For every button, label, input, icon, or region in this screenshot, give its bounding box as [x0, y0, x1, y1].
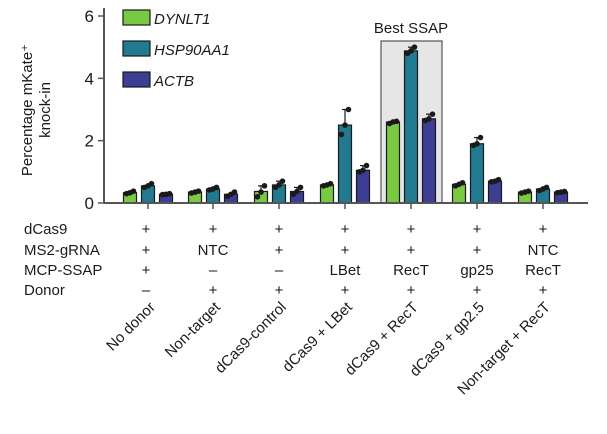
condition-cell: –: [142, 282, 151, 299]
data-point: [148, 180, 155, 187]
condition-cell: +: [142, 242, 151, 259]
condition-cell: +: [275, 242, 284, 259]
data-point: [130, 188, 137, 194]
condition-cell: +: [142, 262, 151, 279]
row-label-donor: Donor: [24, 282, 65, 299]
legend-label-hsp90aa1: HSP90AA1: [154, 42, 230, 59]
row-label-mcp-ssap: MCP-SSAP: [24, 262, 102, 279]
data-point: [327, 180, 334, 187]
condition-cell: NTC: [198, 242, 229, 259]
data-point: [279, 178, 286, 184]
condition-table: dCas9 + + + + + + + MS2-gRNA + NTC + + + + NTC MCP-SSAP +…: [24, 221, 561, 299]
condition-cell: +: [539, 221, 548, 238]
condition-cell: LBet: [330, 262, 362, 279]
x-category-label: No donor: [103, 299, 159, 355]
legend-swatch-hsp90aa1: [122, 40, 151, 57]
condition-cell: +: [473, 282, 482, 299]
data-point: [294, 188, 300, 195]
legend: DYNLT1 HSP90AA1 ACTB: [122, 9, 230, 90]
condition-cell: +: [407, 221, 416, 238]
data-point: [166, 190, 173, 197]
condition-cell: –: [275, 262, 284, 279]
bar-actb: [421, 118, 437, 204]
data-point: [213, 184, 220, 191]
data-point: [543, 184, 550, 191]
condition-cell: +: [407, 242, 416, 259]
data-point: [338, 131, 345, 138]
y-tick-label: 6: [85, 7, 94, 26]
condition-cell: +: [209, 221, 218, 238]
condition-cell: –: [209, 262, 218, 279]
row-label-dcas9: dCas9: [24, 221, 67, 238]
data-point: [261, 183, 268, 189]
data-point: [195, 188, 202, 194]
legend-label-dynlt1: DYNLT1: [154, 11, 210, 28]
data-point: [459, 179, 466, 186]
data-point: [411, 44, 418, 50]
bar-hsp90aa1: [469, 143, 485, 204]
condition-cell: +: [473, 242, 482, 259]
condition-cell: NTC: [528, 242, 559, 259]
data-point: [495, 176, 502, 183]
data-point: [408, 48, 414, 54]
legend-label-actb: ACTB: [153, 73, 194, 90]
y-axis-title: Percentage mKate⁺ knock-in: [19, 44, 54, 176]
legend-swatch-actb: [122, 71, 151, 88]
data-point: [345, 106, 352, 113]
data-point: [231, 189, 238, 195]
data-point: [429, 111, 436, 117]
bars: [122, 44, 569, 204]
condition-cell: +: [341, 282, 350, 299]
y-tick-label: 4: [85, 69, 94, 88]
y-tick-label: 0: [85, 194, 94, 213]
y-title-group: Percentage mKate⁺ knock-in: [19, 44, 54, 176]
condition-cell: +: [142, 221, 151, 238]
condition-cell: +: [341, 221, 350, 238]
condition-cell: RecT: [525, 262, 561, 279]
data-point: [393, 118, 400, 125]
data-point: [297, 184, 304, 191]
condition-cell: +: [539, 282, 548, 299]
legend-swatch-dynlt1: [122, 9, 151, 26]
x-axis: [104, 202, 588, 209]
data-point: [258, 189, 264, 195]
bar-actb: [355, 169, 371, 204]
y-title-line-1: Percentage mKate⁺: [19, 44, 36, 176]
data-point: [477, 134, 484, 141]
condition-cell: +: [473, 221, 482, 238]
data-point: [254, 193, 261, 200]
data-point: [276, 182, 282, 188]
y-title-line-2: knock-in: [37, 82, 54, 138]
bar-hsp90aa1: [403, 50, 419, 204]
condition-cell: RecT: [393, 262, 429, 279]
y-axis: 0 2 4 6: [85, 7, 105, 213]
condition-cell: +: [275, 221, 284, 238]
bar-actb: [487, 180, 503, 204]
row-label-ms2-grna: MS2-gRNA: [24, 242, 100, 259]
data-point: [426, 116, 432, 122]
y-tick-label: 2: [85, 132, 94, 151]
condition-cell: +: [209, 282, 218, 299]
x-category-label: Non-target: [162, 298, 225, 361]
condition-cell: +: [407, 282, 416, 299]
data-point: [474, 140, 480, 147]
bar-dynlt1: [385, 121, 401, 204]
data-point: [525, 188, 532, 194]
data-point: [342, 122, 348, 128]
best-ssap-label: Best SSAP: [374, 20, 448, 37]
data-point: [363, 162, 370, 169]
data-point: [360, 167, 366, 174]
condition-cell: +: [341, 242, 350, 259]
condition-cell: +: [275, 282, 284, 299]
data-point: [561, 188, 568, 195]
condition-cell: gp25: [460, 262, 493, 279]
